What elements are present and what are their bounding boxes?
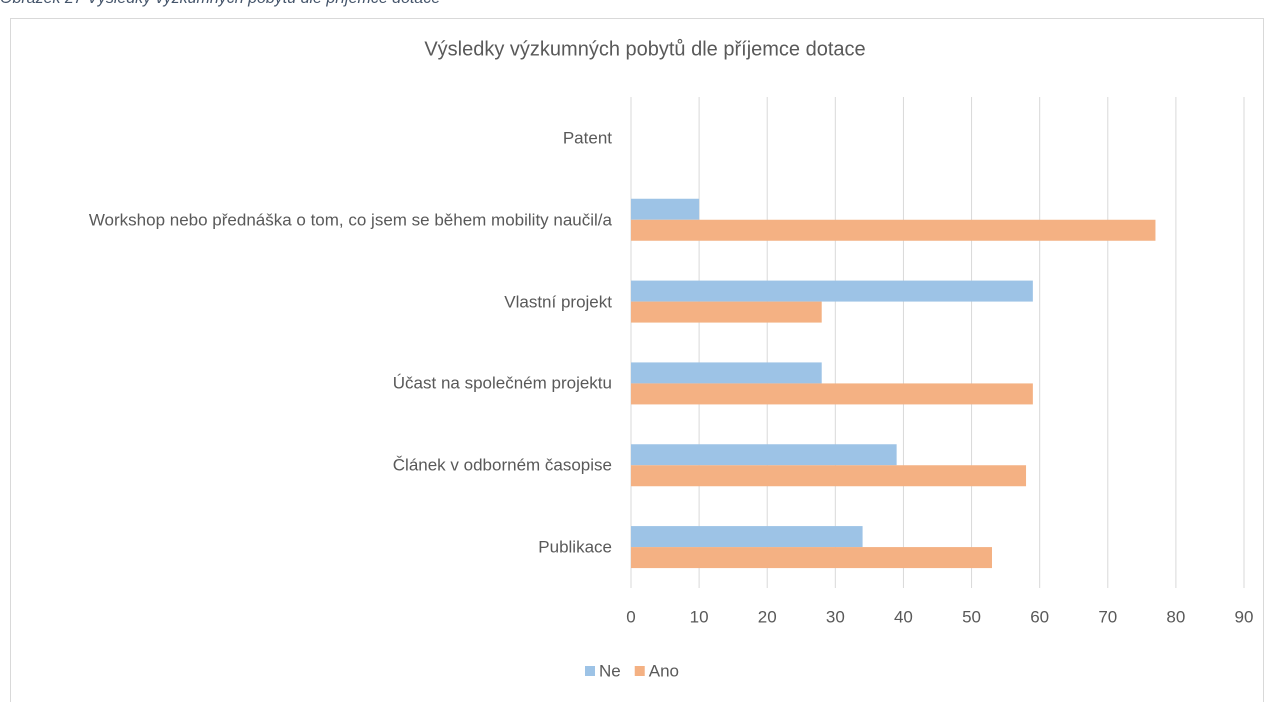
legend-label: Ne xyxy=(599,661,621,680)
caption: Obrázek 27 Výsledky výzkumných pobytů dl… xyxy=(0,0,440,8)
y-tick-label: Publikace xyxy=(538,537,612,557)
bar xyxy=(631,465,1027,487)
bar xyxy=(631,198,700,220)
x-tick-label: 0 xyxy=(626,607,635,626)
legend-swatch xyxy=(634,666,645,676)
y-tick-label: Účast na společném projektu xyxy=(392,373,612,393)
y-tick-label: Patent xyxy=(562,128,612,148)
x-tick-label: 70 xyxy=(1098,607,1117,626)
bar xyxy=(631,219,1156,241)
x-tick-label: 10 xyxy=(690,607,709,626)
bar xyxy=(631,383,1033,405)
bar xyxy=(631,280,1033,302)
bar xyxy=(631,444,897,466)
x-tick-label: 30 xyxy=(826,607,845,626)
y-tick-label: Workshop nebo přednáška o tom, co jsem s… xyxy=(88,210,612,230)
x-tick-label: 50 xyxy=(962,607,981,626)
chart-title: Výsledky výzkumných pobytů dle příjemce … xyxy=(424,38,865,60)
x-tick-label: 80 xyxy=(1166,607,1185,626)
y-tick-label: Článek v odborném časopise xyxy=(392,455,612,475)
x-tick-label: 40 xyxy=(894,607,913,626)
bar xyxy=(631,547,992,569)
chart-border xyxy=(10,18,1264,702)
y-tick-label: Vlastní projekt xyxy=(504,292,612,312)
bar xyxy=(631,301,822,323)
x-tick-label: 20 xyxy=(758,607,777,626)
x-tick-label: 60 xyxy=(1030,607,1049,626)
x-tick-label: 90 xyxy=(1235,607,1254,626)
bar xyxy=(631,362,822,384)
legend-label: Ano xyxy=(649,661,679,680)
bar xyxy=(631,526,863,548)
legend-swatch xyxy=(585,666,595,676)
